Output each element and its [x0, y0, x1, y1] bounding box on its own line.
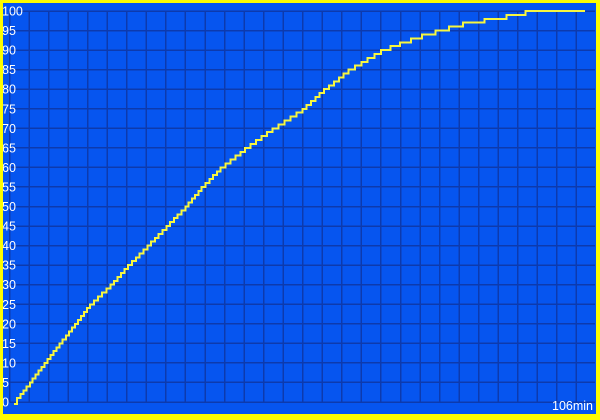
- y-axis-tick-label: 5: [3, 376, 9, 390]
- charge-curve-line: [14, 10, 586, 405]
- y-axis-tick-label: 20: [3, 317, 16, 331]
- y-axis-tick-label: 65: [3, 141, 16, 155]
- y-axis-tick-label: 30: [3, 278, 16, 292]
- y-axis-tick-label: 80: [3, 83, 16, 97]
- y-axis-tick-label: 50: [3, 200, 16, 214]
- y-axis-tick-label: 15: [3, 337, 16, 351]
- y-axis-tick-label: 45: [3, 220, 16, 234]
- y-axis-tick-label: 100: [3, 5, 23, 19]
- y-axis-tick-label: 0: [3, 396, 9, 410]
- y-axis-tick-label: 90: [3, 44, 16, 58]
- chart-plot-area: 0 5 10 15 20 25 30 35 40 45 50 55 60 65 70 75 80 85 90 95 10…: [3, 5, 595, 410]
- y-axis-tick-label: 70: [3, 122, 16, 136]
- y-axis-tick-label: 75: [3, 102, 16, 116]
- y-axis-tick-label: 40: [3, 239, 16, 253]
- y-axis-tick-label: 95: [3, 24, 16, 38]
- x-axis-duration-label: 106min: [552, 399, 593, 413]
- y-axis-tick-label: 85: [3, 63, 16, 77]
- y-axis-tick-label: 25: [3, 298, 16, 312]
- y-axis-tick-label: 10: [3, 356, 16, 370]
- y-axis-tick-label: 35: [3, 259, 16, 273]
- y-axis-tick-label: 55: [3, 180, 16, 194]
- y-axis-tick-label: 60: [3, 161, 16, 175]
